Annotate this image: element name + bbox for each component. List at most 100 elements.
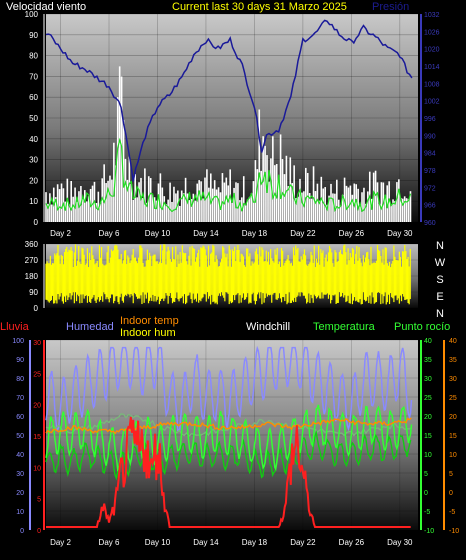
humidity-y-tick: 70	[16, 395, 24, 402]
wind-y-tick: 30	[29, 156, 38, 165]
wind-y-tick: 20	[29, 176, 38, 185]
indoor-temp-y-tick: 30	[449, 376, 457, 383]
pressure-y-tick: 1032	[424, 12, 440, 19]
wind-y-tick: 80	[29, 52, 38, 61]
humidity-y-tick: 80	[16, 376, 24, 383]
direction-y-tick: 0	[34, 304, 39, 313]
temp-x-tick: Day 14	[193, 538, 219, 547]
temp-y-tick: 30	[424, 376, 432, 383]
rain-y-tick: 5	[37, 497, 41, 504]
humidity-y-tick: 50	[16, 433, 24, 440]
direction-y-tick: 180	[25, 272, 39, 281]
compass-label: S	[436, 274, 443, 286]
temp-x-tick: Day 30	[387, 538, 413, 547]
wind-y-tick: 100	[25, 10, 39, 19]
pressure-y-tick: 984	[424, 151, 436, 158]
temp-y-tick: 5	[424, 471, 428, 478]
humidity-y-tick: 60	[16, 414, 24, 421]
pressure-y-tick: 972	[424, 185, 436, 192]
pressure-y-tick: 966	[424, 203, 436, 210]
wind-y-tick: 90	[29, 31, 38, 40]
temp-y-tick: 10	[424, 452, 432, 459]
wind-x-tick: Day 2	[50, 229, 71, 238]
dew-point-label: Punto rocío	[394, 321, 450, 333]
wind-title: Velocidad viento	[6, 1, 86, 13]
rain-y-tick: 0	[37, 528, 41, 535]
wind-x-tick: Day 18	[242, 229, 268, 238]
pressure-y-tick: 1026	[424, 29, 440, 36]
rain-y-tick: 20	[33, 403, 41, 410]
temp-y-tick: -5	[424, 509, 430, 516]
temp-x-tick: Day 10	[145, 538, 171, 547]
temp-x-tick: Day 6	[99, 538, 120, 547]
rain-y-tick: 10	[33, 465, 41, 472]
humidity-y-tick: 0	[20, 528, 24, 535]
indoor-temp-y-tick: 10	[449, 452, 457, 459]
pressure-y-tick: 990	[424, 133, 436, 140]
rain-y-tick: 15	[33, 434, 41, 441]
wind-y-tick: 10	[29, 197, 38, 206]
indoor-temp-y-tick: 20	[449, 414, 457, 421]
humidity-label: Humedad	[66, 321, 114, 333]
chart-title: Current last 30 days 31 Marzo 2025	[172, 1, 347, 13]
wind-average-line	[45, 137, 412, 213]
compass-label: N	[436, 308, 444, 320]
pressure-y-tick: 978	[424, 168, 436, 175]
rain-label: Lluvia	[0, 321, 30, 333]
pressure-title: Presión	[372, 1, 409, 13]
temperature-humidity-panel: 0102030405060708090100051015202530-10-50…	[12, 338, 459, 547]
indoor-temp-y-tick: 5	[449, 471, 453, 478]
temp-y-tick: 25	[424, 395, 432, 402]
pressure-y-tick: 996	[424, 116, 436, 123]
temp-y-tick: 15	[424, 433, 432, 440]
temp-y-tick: 0	[424, 490, 428, 497]
humidity-y-tick: 30	[16, 471, 24, 478]
pressure-y-tick: 960	[424, 220, 436, 227]
wind-y-tick: 50	[29, 114, 38, 123]
indoor-temp-y-tick: 15	[449, 433, 457, 440]
temp-y-tick: -10	[424, 528, 434, 535]
temp-y-tick: 40	[424, 338, 432, 345]
humidity-y-tick: 20	[16, 490, 24, 497]
indoor-hum-label: Indoor hum	[120, 327, 176, 339]
direction-y-tick: 90	[29, 288, 38, 297]
indoor-temp-y-tick: 25	[449, 395, 457, 402]
humidity-line	[45, 345, 413, 432]
indoor-temp-y-tick: -5	[449, 509, 455, 516]
wind-x-tick: Day 26	[339, 229, 365, 238]
windchill-label: Windchill	[246, 321, 290, 333]
rain-y-tick: 30	[33, 340, 41, 347]
temp-y-tick: 20	[424, 414, 432, 421]
indoor-temp-y-tick: 0	[449, 490, 453, 497]
temp-x-tick: Day 2	[50, 538, 71, 547]
wind-y-tick: 70	[29, 72, 38, 81]
temp-x-tick: Day 18	[242, 538, 268, 547]
indoor-temp-y-tick: 35	[449, 357, 457, 364]
temperature-label: Temperatura	[313, 321, 376, 333]
compass-label: N	[436, 240, 444, 252]
indoor-temp-label: Indoor temp	[120, 315, 179, 327]
wind-x-tick: Day 22	[290, 229, 316, 238]
wind-x-tick: Day 14	[193, 229, 219, 238]
direction-y-tick: 360	[25, 240, 39, 249]
rain-line	[46, 416, 411, 528]
wind-x-tick: Day 30	[387, 229, 413, 238]
compass-label: W	[435, 257, 446, 269]
compass-label: E	[436, 291, 443, 303]
humidity-y-tick: 10	[16, 509, 24, 516]
temp-x-tick: Day 22	[290, 538, 316, 547]
pressure-line	[45, 19, 413, 182]
humidity-y-tick: 100	[12, 338, 24, 345]
pressure-y-tick: 1014	[424, 64, 440, 71]
temperature-line	[45, 404, 413, 473]
wind-y-tick: 60	[29, 93, 38, 102]
wind-x-tick: Day 6	[99, 229, 120, 238]
wind-y-tick: 0	[34, 218, 39, 227]
indoor-temp-y-tick: 40	[449, 338, 457, 345]
pressure-y-tick: 1002	[424, 99, 440, 106]
pressure-y-tick: 1020	[424, 47, 440, 54]
temp-x-tick: Day 26	[339, 538, 365, 547]
